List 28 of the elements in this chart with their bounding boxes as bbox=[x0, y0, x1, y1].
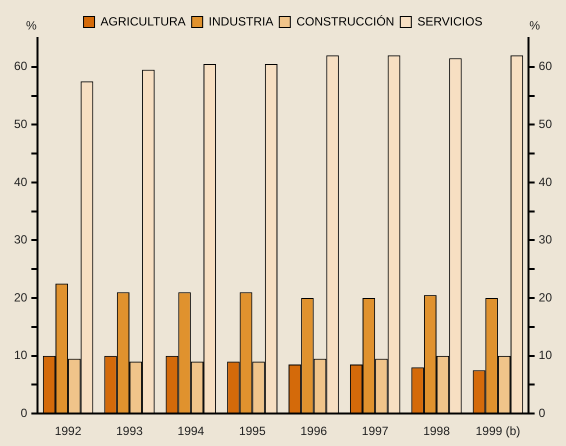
x-tick-label: 1999 (b) bbox=[476, 424, 520, 438]
y2-axis-title: % bbox=[529, 18, 540, 32]
x-tick-label: 1996 bbox=[300, 424, 328, 438]
y-tick-label: 40 bbox=[14, 174, 28, 189]
y2-tick-label: 0 bbox=[538, 406, 546, 420]
x-tick-label: 1995 bbox=[238, 424, 266, 438]
y2-tick-label: 10 bbox=[538, 348, 552, 362]
y-tick-label: 20 bbox=[14, 290, 28, 304]
x-tick-label: 1993 bbox=[116, 424, 144, 438]
legend-label: CONSTRUCCIÓN bbox=[296, 14, 394, 28]
x-tick-label: 1994 bbox=[178, 424, 205, 438]
y2-tick-label: 50 bbox=[538, 116, 552, 131]
y-tick-label: 50 bbox=[14, 116, 28, 131]
y2-tick-label: 60 bbox=[538, 59, 552, 74]
x-tick-label: 1992 bbox=[54, 424, 82, 438]
y-tick-label: 10 bbox=[14, 348, 28, 362]
legend-label: AGRICULTURA bbox=[100, 14, 186, 28]
y2-tick-label: 30 bbox=[538, 232, 552, 247]
legend-label: SERVICIOS bbox=[417, 14, 482, 28]
y-tick-label: 60 bbox=[14, 59, 28, 74]
y2-tick-label: 40 bbox=[538, 174, 552, 189]
y-tick-label: 0 bbox=[20, 406, 28, 420]
y-axis-title: % bbox=[26, 18, 38, 32]
x-tick-label: 1997 bbox=[362, 424, 389, 438]
y-tick-label: 30 bbox=[14, 232, 28, 247]
x-tick-label: 1998 bbox=[423, 424, 450, 438]
legend-label: INDUSTRIA bbox=[208, 14, 274, 28]
y2-tick-label: 20 bbox=[538, 290, 552, 304]
